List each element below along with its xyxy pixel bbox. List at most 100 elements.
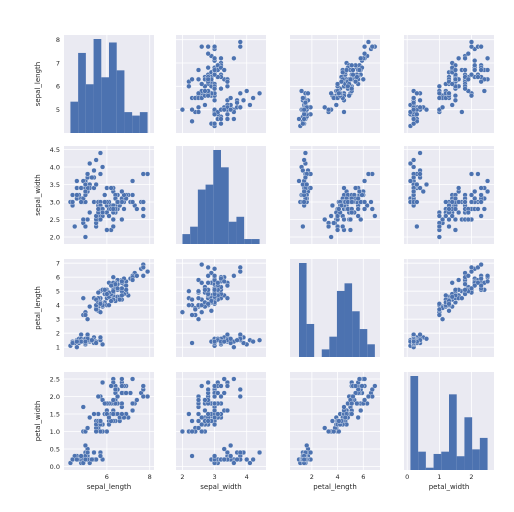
scatter-point bbox=[211, 383, 218, 389]
histogram-bar bbox=[101, 77, 109, 133]
scatter-point bbox=[468, 192, 475, 198]
scatter-point bbox=[78, 339, 84, 345]
scatter-point bbox=[224, 111, 231, 117]
histogram-bar bbox=[205, 184, 214, 244]
scatter-point bbox=[69, 199, 76, 205]
histogram-bar bbox=[139, 112, 148, 133]
scatter-point bbox=[195, 90, 202, 96]
scatter-point bbox=[208, 308, 214, 314]
scatter-point bbox=[478, 276, 484, 282]
scatter-point bbox=[82, 442, 89, 449]
histogram-bar bbox=[329, 336, 337, 357]
scatter-point bbox=[328, 213, 334, 219]
scatter-point bbox=[179, 309, 186, 315]
scatter-point bbox=[478, 44, 484, 50]
scatter-point bbox=[341, 109, 347, 115]
y-tick-label: 2.0 bbox=[50, 233, 60, 241]
scatter-point bbox=[365, 39, 372, 45]
scatter-point bbox=[199, 262, 205, 268]
scatter-point bbox=[224, 407, 231, 414]
x-tick-label: 8 bbox=[148, 473, 152, 481]
scatter-point bbox=[112, 386, 119, 393]
scatter-point bbox=[361, 178, 368, 184]
y-tick-label: 2.5 bbox=[50, 375, 60, 383]
scatter-point bbox=[231, 55, 237, 61]
scatter-point bbox=[417, 104, 423, 110]
scatter-point bbox=[91, 199, 97, 205]
scatter-point bbox=[446, 223, 452, 230]
histogram-bar bbox=[479, 437, 488, 470]
scatter-point bbox=[117, 297, 123, 303]
scatter-point bbox=[69, 340, 76, 346]
scatter-point bbox=[211, 121, 218, 127]
scatter-point bbox=[237, 39, 243, 45]
scatter-point bbox=[302, 150, 309, 156]
scatter-point bbox=[108, 298, 114, 304]
scatter-point bbox=[446, 216, 452, 223]
scatter-point bbox=[91, 411, 97, 417]
scatter-point bbox=[411, 100, 417, 106]
scatter-point bbox=[305, 90, 311, 96]
scatter-point bbox=[446, 301, 452, 307]
scatter-point bbox=[481, 206, 487, 212]
scatter-point bbox=[189, 428, 195, 435]
scatter-point bbox=[341, 216, 347, 223]
scatter-point bbox=[359, 383, 365, 389]
scatter-point bbox=[240, 97, 247, 103]
scatter-point bbox=[352, 383, 359, 389]
scatter-point bbox=[224, 116, 231, 122]
y-tick-label: 4 bbox=[56, 302, 60, 310]
scatter-point bbox=[472, 62, 478, 68]
scatter-point bbox=[114, 199, 121, 205]
scatter-point bbox=[465, 209, 471, 216]
histogram-bar bbox=[78, 52, 86, 133]
scatter-point bbox=[221, 456, 227, 463]
scatter-point bbox=[352, 390, 359, 396]
histogram-bar bbox=[190, 226, 198, 244]
scatter-point bbox=[334, 81, 341, 87]
scatter-point bbox=[119, 188, 125, 195]
scatter-point bbox=[129, 407, 136, 414]
scatter-point bbox=[349, 86, 355, 92]
scatter-point bbox=[140, 213, 146, 219]
scatter-point bbox=[417, 185, 423, 191]
scatter-point bbox=[417, 150, 423, 156]
scatter-point bbox=[224, 83, 231, 89]
scatter-point bbox=[356, 188, 363, 195]
scatter-point bbox=[322, 216, 328, 223]
scatter-point bbox=[304, 181, 310, 188]
scatter-point bbox=[87, 209, 93, 216]
scatter-point bbox=[221, 390, 227, 396]
scatter-point bbox=[343, 67, 350, 73]
scatter-point bbox=[336, 90, 342, 96]
scatter-point bbox=[110, 216, 116, 223]
panel-sepal_width-vs-petal_width bbox=[404, 146, 494, 244]
scatter-point bbox=[349, 400, 355, 407]
x-tick-label: 0 bbox=[405, 473, 409, 481]
scatter-point bbox=[93, 340, 99, 346]
scatter-point bbox=[347, 227, 354, 233]
scatter-point bbox=[296, 178, 302, 184]
histogram-bar bbox=[464, 417, 473, 470]
scatter-point bbox=[205, 301, 211, 307]
scatter-point bbox=[446, 90, 452, 96]
panel-petal_width-vs-sepal_width bbox=[176, 372, 266, 470]
scatter-point bbox=[356, 376, 363, 382]
y-tick-label: 0.0 bbox=[50, 463, 60, 471]
scatter-point bbox=[411, 174, 417, 181]
histogram-bar bbox=[299, 263, 307, 357]
scatter-point bbox=[218, 383, 224, 389]
scatter-point bbox=[237, 449, 243, 456]
scatter-point bbox=[69, 456, 76, 463]
scatter-point bbox=[205, 65, 211, 71]
y-tick-label: 4.0 bbox=[50, 163, 60, 171]
x-tick-label: 2 bbox=[180, 473, 184, 481]
scatter-point bbox=[336, 428, 342, 435]
scatter-point bbox=[110, 206, 116, 212]
scatter-point bbox=[439, 316, 446, 322]
scatter-point bbox=[106, 414, 112, 421]
scatter-point bbox=[82, 223, 89, 230]
scatter-point bbox=[256, 337, 263, 343]
scatter-point bbox=[99, 209, 106, 216]
histogram-bar bbox=[456, 456, 465, 470]
